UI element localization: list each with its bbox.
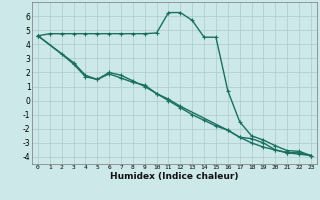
X-axis label: Humidex (Indice chaleur): Humidex (Indice chaleur) — [110, 172, 239, 181]
